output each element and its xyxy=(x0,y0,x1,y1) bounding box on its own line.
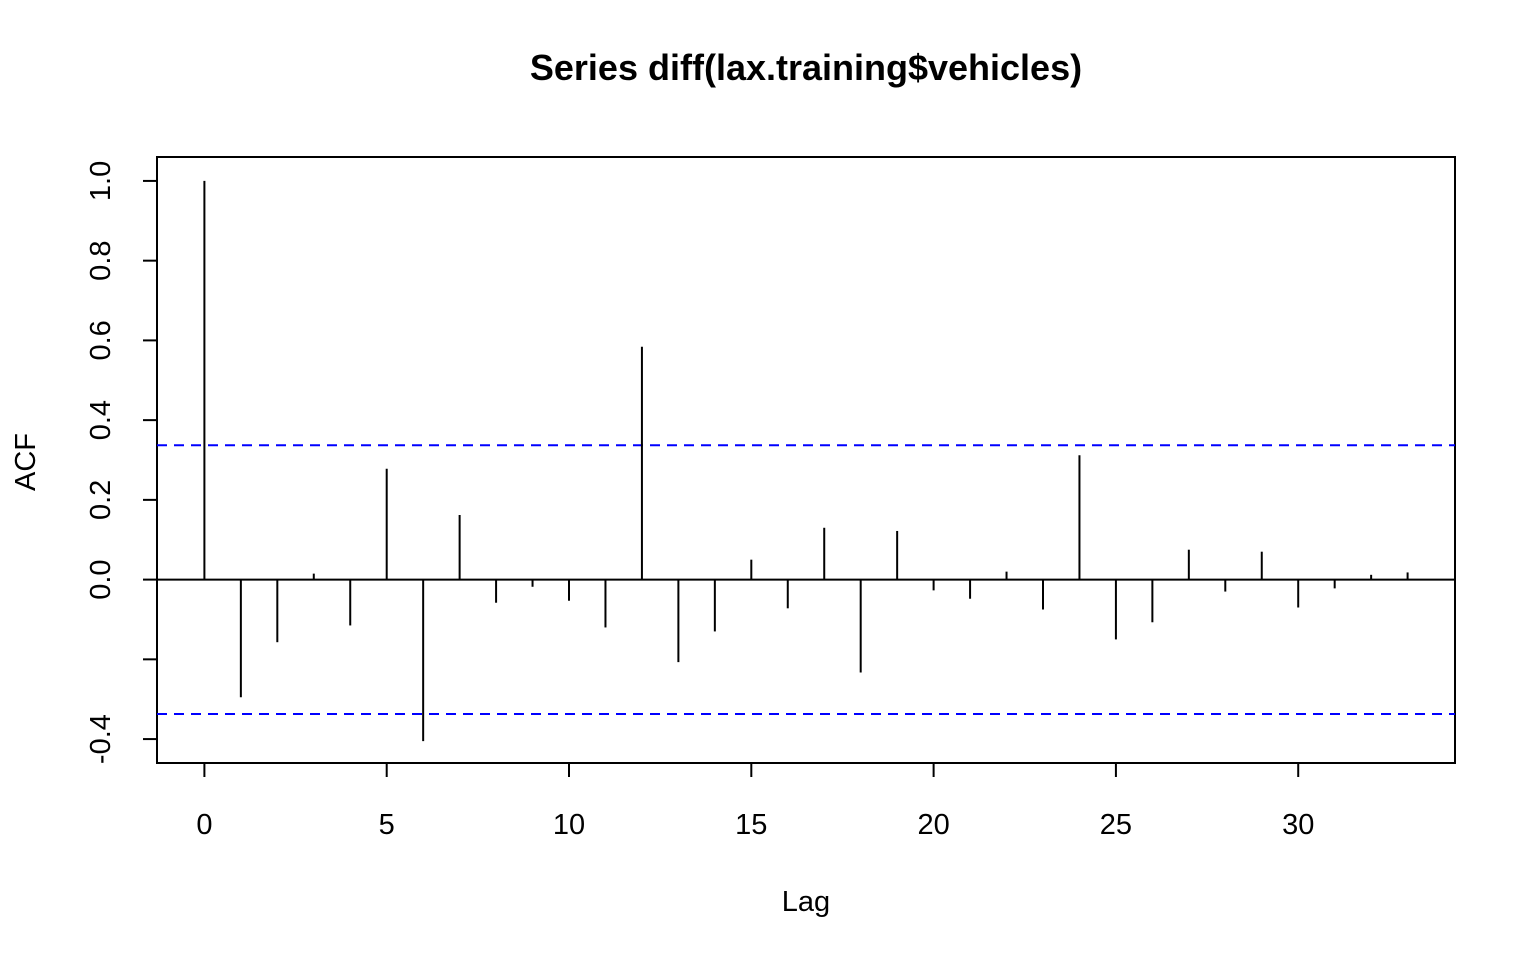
x-axis-label: Lag xyxy=(782,886,830,918)
x-tick-label: 5 xyxy=(379,809,395,841)
x-tick-label: 30 xyxy=(1282,809,1314,841)
chart-title: Series diff(lax.training$vehicles) xyxy=(530,47,1082,88)
y-tick-label: 0.8 xyxy=(85,240,117,280)
y-tick-label: 0.6 xyxy=(85,320,117,360)
x-tick-label: 10 xyxy=(553,809,585,841)
y-tick-label: 1.0 xyxy=(85,161,117,201)
y-axis: -0.4 0.0 0.2 0.4 0.6 0.8 1.0 xyxy=(85,161,158,764)
y-tick-label: 0.0 xyxy=(85,559,117,599)
y-tick-label: 0.2 xyxy=(85,480,117,520)
x-tick-label: 25 xyxy=(1100,809,1132,841)
x-tick-label: 20 xyxy=(917,809,949,841)
y-axis-label: ACF xyxy=(10,433,42,491)
x-axis: 0 5 10 15 20 25 30 xyxy=(196,762,1314,841)
confidence-band-layer xyxy=(157,444,1455,715)
acf-bars-layer xyxy=(203,180,1409,742)
y-tick-label: -0.4 xyxy=(85,714,117,764)
y-tick-label: 0.4 xyxy=(85,400,117,440)
plot-frame xyxy=(156,156,1456,764)
x-tick-label: 0 xyxy=(196,809,212,841)
x-tick-label: 15 xyxy=(735,809,767,841)
